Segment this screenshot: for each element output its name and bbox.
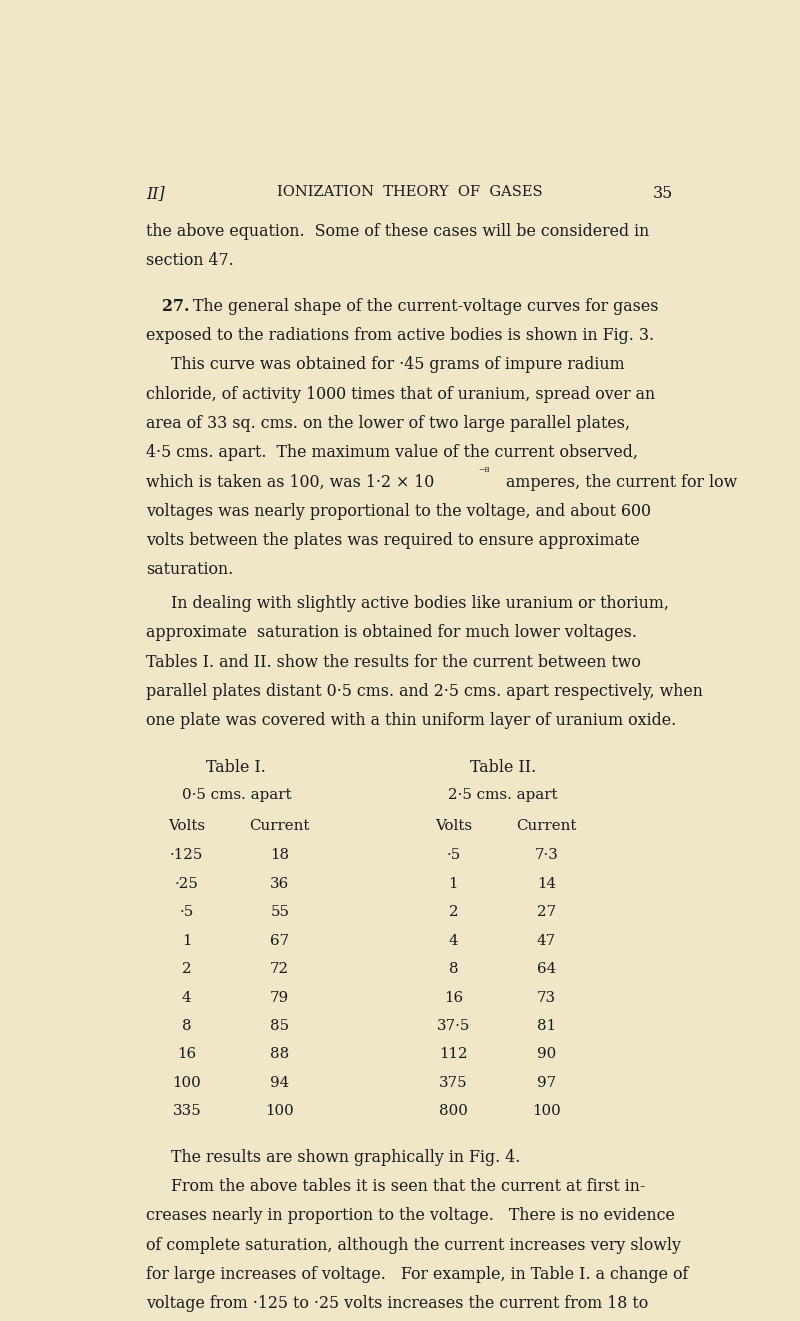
Text: In dealing with slightly active bodies like uranium or thorium,: In dealing with slightly active bodies l… bbox=[171, 594, 670, 612]
Text: 2: 2 bbox=[182, 962, 192, 976]
Text: II]: II] bbox=[146, 185, 166, 202]
Text: 47: 47 bbox=[537, 934, 556, 947]
Text: 35: 35 bbox=[654, 185, 674, 202]
Text: approximate  saturation is obtained for much lower voltages.: approximate saturation is obtained for m… bbox=[146, 625, 638, 642]
Text: 375: 375 bbox=[439, 1075, 468, 1090]
Text: volts between the plates was required to ensure approximate: volts between the plates was required to… bbox=[146, 532, 640, 550]
Text: 8: 8 bbox=[182, 1018, 192, 1033]
Text: 7·3: 7·3 bbox=[534, 848, 558, 863]
Text: 64: 64 bbox=[537, 962, 556, 976]
Text: 18: 18 bbox=[270, 848, 290, 863]
Text: 88: 88 bbox=[270, 1048, 290, 1061]
Text: 16: 16 bbox=[178, 1048, 196, 1061]
Text: Table II.: Table II. bbox=[470, 760, 536, 777]
Text: 2·5 cms. apart: 2·5 cms. apart bbox=[448, 789, 558, 802]
Text: Table I.: Table I. bbox=[206, 760, 266, 777]
Text: voltage from ·125 to ·25 volts increases the current from 18 to: voltage from ·125 to ·25 volts increases… bbox=[146, 1295, 649, 1312]
Text: 1: 1 bbox=[182, 934, 191, 947]
Text: 1: 1 bbox=[449, 877, 458, 890]
Text: 37·5: 37·5 bbox=[437, 1018, 470, 1033]
Text: the above equation.  Some of these cases will be considered in: the above equation. Some of these cases … bbox=[146, 223, 650, 240]
Text: ·125: ·125 bbox=[170, 848, 203, 863]
Text: 90: 90 bbox=[537, 1048, 556, 1061]
Text: one plate was covered with a thin uniform layer of uranium oxide.: one plate was covered with a thin unifor… bbox=[146, 712, 677, 729]
Text: saturation.: saturation. bbox=[146, 561, 234, 579]
Text: 0·5 cms. apart: 0·5 cms. apart bbox=[182, 789, 291, 802]
Text: which is taken as 100, was 1·2 × 10: which is taken as 100, was 1·2 × 10 bbox=[146, 473, 434, 490]
Text: chloride, of activity 1000 times that of uranium, spread over an: chloride, of activity 1000 times that of… bbox=[146, 386, 656, 403]
Text: Volts: Volts bbox=[435, 819, 472, 834]
Text: 55: 55 bbox=[270, 905, 290, 919]
Text: ⁻⁸: ⁻⁸ bbox=[478, 466, 490, 480]
Text: exposed to the radiations from active bodies is shown in Fig. 3.: exposed to the radiations from active bo… bbox=[146, 328, 654, 343]
Text: ·5: ·5 bbox=[180, 905, 194, 919]
Text: The general shape of the current-voltage curves for gases: The general shape of the current-voltage… bbox=[193, 297, 658, 314]
Text: amperes, the current for low: amperes, the current for low bbox=[501, 473, 738, 490]
Text: 2: 2 bbox=[449, 905, 458, 919]
Text: 8: 8 bbox=[449, 962, 458, 976]
Text: 94: 94 bbox=[270, 1075, 290, 1090]
Text: 4·5 cms. apart.  The maximum value of the current observed,: 4·5 cms. apart. The maximum value of the… bbox=[146, 444, 638, 461]
Text: section 47.: section 47. bbox=[146, 252, 234, 269]
Text: 800: 800 bbox=[439, 1104, 468, 1119]
Text: of complete saturation, although the current increases very slowly: of complete saturation, although the cur… bbox=[146, 1236, 682, 1254]
Text: 97: 97 bbox=[537, 1075, 556, 1090]
Text: area of 33 sq. cms. on the lower of two large parallel plates,: area of 33 sq. cms. on the lower of two … bbox=[146, 415, 630, 432]
Text: This curve was obtained for ·45 grams of impure radium: This curve was obtained for ·45 grams of… bbox=[171, 357, 625, 374]
Text: 14: 14 bbox=[537, 877, 556, 890]
Text: 27.: 27. bbox=[162, 297, 190, 314]
Text: voltages was nearly proportional to the voltage, and about 600: voltages was nearly proportional to the … bbox=[146, 503, 651, 519]
Text: 72: 72 bbox=[270, 962, 290, 976]
Text: 100: 100 bbox=[532, 1104, 561, 1119]
Text: 85: 85 bbox=[270, 1018, 290, 1033]
Text: 27: 27 bbox=[537, 905, 556, 919]
Text: 16: 16 bbox=[444, 991, 463, 1004]
Text: 100: 100 bbox=[266, 1104, 294, 1119]
Text: 79: 79 bbox=[270, 991, 290, 1004]
Text: 36: 36 bbox=[270, 877, 290, 890]
Text: The results are shown graphically in Fig. 4.: The results are shown graphically in Fig… bbox=[171, 1149, 521, 1165]
Text: 335: 335 bbox=[173, 1104, 201, 1119]
Text: parallel plates distant 0·5 cms. and 2·5 cms. apart respectively, when: parallel plates distant 0·5 cms. and 2·5… bbox=[146, 683, 703, 700]
Text: IONIZATION  THEORY  OF  GASES: IONIZATION THEORY OF GASES bbox=[277, 185, 543, 199]
Text: ·5: ·5 bbox=[446, 848, 461, 863]
Text: Volts: Volts bbox=[168, 819, 206, 834]
Text: 4: 4 bbox=[449, 934, 458, 947]
Text: 112: 112 bbox=[439, 1048, 468, 1061]
Text: From the above tables it is seen that the current at first in-: From the above tables it is seen that th… bbox=[171, 1178, 646, 1196]
Text: 73: 73 bbox=[537, 991, 556, 1004]
Text: 4: 4 bbox=[182, 991, 192, 1004]
Text: creases nearly in proportion to the voltage.   There is no evidence: creases nearly in proportion to the volt… bbox=[146, 1207, 675, 1225]
Text: 67: 67 bbox=[270, 934, 290, 947]
Text: Current: Current bbox=[516, 819, 577, 834]
Text: Current: Current bbox=[250, 819, 310, 834]
Text: 81: 81 bbox=[537, 1018, 556, 1033]
Text: 100: 100 bbox=[173, 1075, 201, 1090]
Text: ·25: ·25 bbox=[175, 877, 198, 890]
Text: Tables I. and II. show the results for the current between two: Tables I. and II. show the results for t… bbox=[146, 654, 642, 671]
Text: for large increases of voltage.   For example, in Table I. a change of: for large increases of voltage. For exam… bbox=[146, 1266, 689, 1283]
